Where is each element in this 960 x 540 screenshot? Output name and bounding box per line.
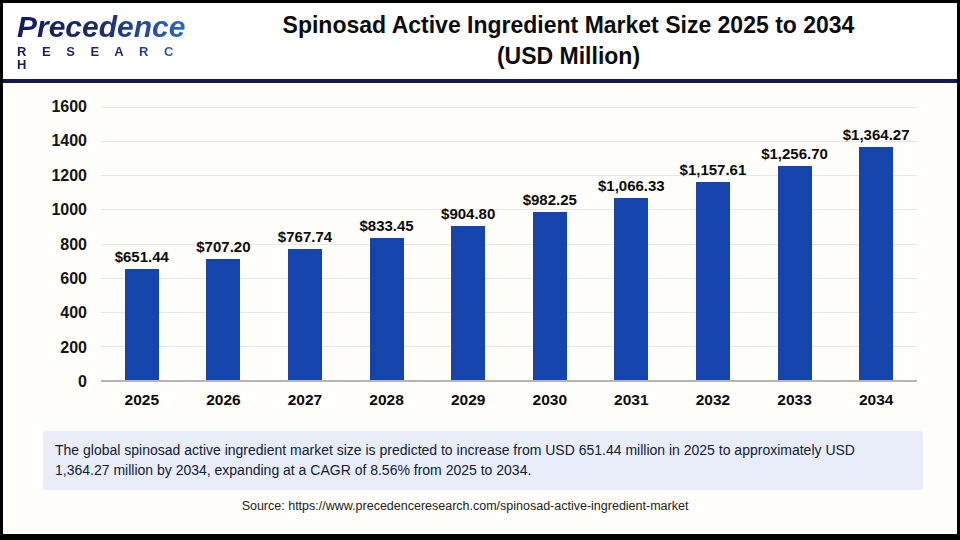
x-axis-label: 2025 — [101, 391, 183, 417]
bars-container: $651.44 $707.20 $767.74 $833.45 $904.80 $982.… — [101, 107, 917, 380]
x-axis-label: 2028 — [346, 391, 428, 417]
chart-section: 0 200 400 600 800 1000 1200 1400 1600 $651.44 $70… — [3, 83, 957, 534]
bar — [696, 182, 730, 380]
x-axis-label: 2026 — [183, 391, 265, 417]
x-axis: 2025202620272028202920302031203220332034 — [101, 382, 917, 417]
y-tick-label: 600 — [60, 270, 87, 288]
bar-column: $833.45 — [346, 107, 428, 380]
bar-column: $904.80 — [427, 107, 509, 380]
x-axis-label: 2033 — [754, 391, 836, 417]
bar-value-label: $833.45 — [359, 217, 413, 234]
bar-column: $1,256.70 — [754, 107, 836, 380]
bar-column: $982.25 — [509, 107, 591, 380]
bar-value-label: $1,364.27 — [843, 126, 910, 143]
bar — [370, 238, 404, 380]
bar — [778, 166, 812, 380]
y-axis: 02004006008001000120014001600 — [13, 107, 101, 382]
header: Precedence R E S E A R C H Spinosad Acti… — [3, 3, 957, 79]
y-tick-label: 0 — [78, 373, 87, 391]
logo-brand-text: Precedence — [17, 12, 198, 42]
y-tick-label: 800 — [60, 236, 87, 254]
bar-column: $707.20 — [183, 107, 265, 380]
bar-value-label: $1,256.70 — [761, 145, 828, 162]
bar-value-label: $1,066.33 — [598, 177, 665, 194]
y-tick-label: 1200 — [51, 167, 87, 185]
x-axis-label: 2034 — [835, 391, 917, 417]
bar — [614, 198, 648, 380]
y-tick-label: 1600 — [51, 98, 87, 116]
bar — [125, 269, 159, 380]
summary-callout: The global spinosad active ingredient ma… — [43, 431, 923, 490]
x-axis-label: 2027 — [264, 391, 346, 417]
x-axis-label: 2031 — [591, 391, 673, 417]
bar — [206, 259, 240, 380]
infographic-frame: Precedence R E S E A R C H Spinosad Acti… — [0, 0, 960, 540]
bar — [288, 249, 322, 380]
y-tick-label: 200 — [60, 339, 87, 357]
y-tick-label: 400 — [60, 304, 87, 322]
bar-value-label: $767.74 — [278, 228, 332, 245]
bar-column: $767.74 — [264, 107, 346, 380]
x-axis-label: 2032 — [672, 391, 754, 417]
bar — [533, 212, 567, 380]
x-axis-label: 2029 — [427, 391, 509, 417]
chart-title: Spinosad Active Ingredient Market Size 2… — [198, 10, 957, 72]
x-axis-label: 2030 — [509, 391, 591, 417]
bar-chart: 02004006008001000120014001600 $651.44$70… — [13, 107, 917, 382]
plot-area: $651.44 $707.20 $767.74 $833.45 $904.80 $982.… — [101, 107, 917, 382]
bar-value-label: $904.80 — [441, 205, 495, 222]
y-tick-label: 1400 — [51, 132, 87, 150]
bar-value-label: $982.25 — [523, 191, 577, 208]
bar-column: $1,364.27 — [835, 107, 917, 380]
bar-column: $1,157.61 — [672, 107, 754, 380]
chart-title-line2: (USD Million) — [198, 41, 939, 72]
bar-value-label: $707.20 — [196, 238, 250, 255]
bar-column: $1,066.33 — [591, 107, 673, 380]
bar — [859, 147, 893, 380]
bar-value-label: $1,157.61 — [680, 161, 747, 178]
bar — [451, 226, 485, 380]
precedence-research-logo: Precedence R E S E A R C H — [3, 12, 198, 71]
bar-value-label: $651.44 — [115, 248, 169, 265]
y-tick-label: 1000 — [51, 201, 87, 219]
bar-column: $651.44 — [101, 107, 183, 380]
chart-title-line1: Spinosad Active Ingredient Market Size 2… — [198, 10, 939, 41]
source-line: Source: https://www.precedenceresearch.c… — [13, 490, 917, 513]
logo-sub-text: R E S E A R C H — [17, 45, 198, 71]
